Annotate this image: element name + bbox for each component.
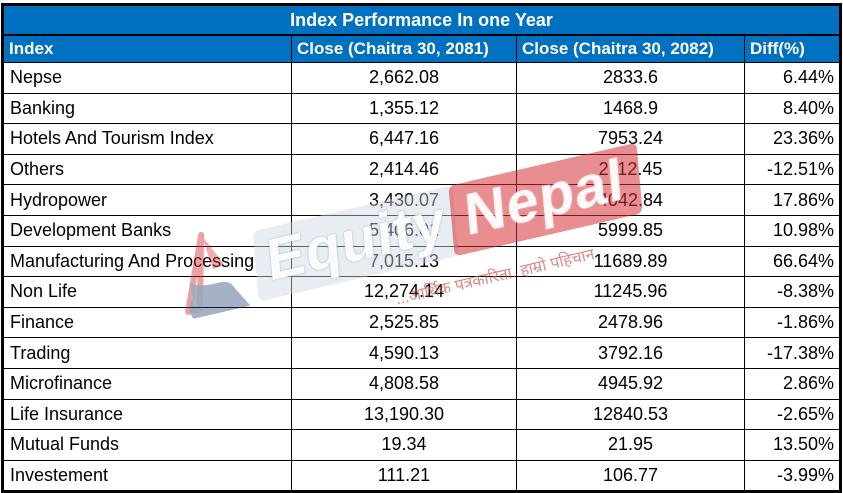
table-title-row: Index Performance In one Year [1,4,842,36]
index-name: Others [2,153,292,186]
close-2081: 13,190.30 [291,398,517,431]
close-2081: 7,015.13 [291,245,517,278]
table-row-trading: Trading 4,590.13 3792.16 -17.38% [2,337,842,369]
table-row-others: Others 2,414.46 2112.45 -12.51% [2,153,842,186]
diff-value: 6.44% [743,62,842,94]
index-name: Investement [2,459,292,493]
close-2082: 11245.96 [516,276,745,308]
column-header-diff: Diff(%) [743,34,842,63]
close-2082: 2478.96 [516,306,745,339]
close-2082: 12840.53 [516,398,745,431]
close-2082: 2833.6 [516,62,745,94]
index-name: Hotels And Tourism Index [2,123,292,155]
table-row-life-insurance: Life Insurance 13,190.30 12840.53 -2.65% [2,398,842,431]
close-2082: 3792.16 [516,337,745,369]
index-name: Banking [2,92,292,125]
column-header-index: Index [2,34,292,63]
diff-value: 66.64% [743,245,842,278]
close-2081: 2,414.46 [291,153,517,186]
close-2081: 111.21 [291,459,517,493]
close-2081: 2,662.08 [291,62,517,94]
index-name: Nepse [2,62,292,94]
index-performance-table: Index Performance In one Year Index Clos… [1,3,843,493]
table-row-hotels: Hotels And Tourism Index 6,447.16 7953.2… [2,123,842,155]
close-2082: 2112.45 [516,153,745,186]
index-name: Non Life [2,276,292,308]
table-header-row: Index Close (Chaitra 30, 2081) Close (Ch… [2,34,842,63]
column-header-close-2082: Close (Chaitra 30, 2082) [516,34,745,63]
column-header-close-2081: Close (Chaitra 30, 2081) [291,34,517,63]
table-row-manufacturing: Manufacturing And Processing 7,015.13 11… [2,245,842,278]
close-2081: 1,355.12 [291,92,517,125]
close-2081: 19.34 [291,429,517,461]
table-row-banking: Banking 1,355.12 1468.9 8.40% [2,92,842,125]
table-row-investment: Investement 111.21 106.77 -3.99% [2,459,842,493]
close-2082: 7953.24 [516,123,745,155]
close-2081: 5,406.01 [291,214,517,247]
diff-value: 23.36% [743,123,842,155]
index-performance-screenshot: Index Performance In one Year Index Clos… [1,3,843,493]
diff-value: -17.38% [743,337,842,369]
close-2082: 11689.89 [516,245,745,278]
index-name: Microfinance [2,367,292,400]
diff-value: -2.65% [743,398,842,431]
close-2081: 4,808.58 [291,367,517,400]
table-row-finance: Finance 2,525.85 2478.96 -1.86% [2,306,842,339]
table-row-development-banks: Development Banks 5,406.01 5999.85 10.98… [2,214,842,247]
table-row-microfinance: Microfinance 4,808.58 4945.92 2.86% [2,367,842,400]
close-2081: 4,590.13 [291,337,517,369]
index-name: Mutual Funds [2,429,292,461]
diff-value: -3.99% [743,459,842,493]
close-2082: 4042.84 [516,184,745,216]
close-2081: 6,447.16 [291,123,517,155]
close-2082: 5999.85 [516,214,745,247]
diff-value: 17.86% [743,184,842,216]
close-2081: 2,525.85 [291,306,517,339]
table-row-nepse: Nepse 2,662.08 2833.6 6.44% [2,62,842,94]
diff-value: 8.40% [743,92,842,125]
index-name: Manufacturing And Processing [2,245,292,278]
diff-value: 2.86% [743,367,842,400]
diff-value: 10.98% [743,214,842,247]
close-2082: 106.77 [516,459,745,493]
diff-value: -8.38% [743,276,842,308]
close-2082: 1468.9 [516,92,745,125]
table-row-hydropower: Hydropower 3,430.07 4042.84 17.86% [2,184,842,216]
table-title: Index Performance In one Year [1,4,842,36]
close-2081: 12,274.14 [291,276,517,308]
close-2082: 4945.92 [516,367,745,400]
diff-value: -1.86% [743,306,842,339]
table-row-mutual-funds: Mutual Funds 19.34 21.95 13.50% [2,429,842,461]
index-name: Life Insurance [2,398,292,431]
close-2081: 3,430.07 [291,184,517,216]
close-2082: 21.95 [516,429,745,461]
index-name: Development Banks [2,214,292,247]
diff-value: -12.51% [743,153,842,186]
table-row-non-life: Non Life 12,274.14 11245.96 -8.38% [2,276,842,308]
index-name: Hydropower [2,184,292,216]
index-name: Trading [2,337,292,369]
diff-value: 13.50% [743,429,842,461]
index-name: Finance [2,306,292,339]
